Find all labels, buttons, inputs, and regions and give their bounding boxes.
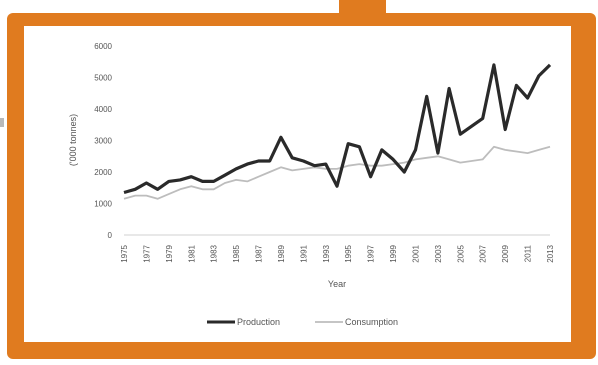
y-tick-label: 0 [108, 231, 113, 240]
y-tick-label: 6000 [94, 42, 112, 51]
y-tick-label: 1000 [94, 200, 112, 209]
x-tick-label: 1997 [367, 244, 376, 262]
x-tick-label: 2011 [524, 244, 533, 262]
x-tick-label: 2005 [456, 244, 465, 262]
y-tick-label: 5000 [94, 74, 112, 83]
legend-label-production: Production [237, 317, 280, 327]
x-tick-label: 1999 [389, 244, 398, 262]
x-tick-label: 1991 [299, 244, 308, 262]
x-tick-label: 2007 [479, 244, 488, 262]
x-tick-label: 2013 [546, 244, 555, 262]
x-tick-label: 1993 [322, 244, 331, 262]
x-tick-label: 1989 [277, 244, 286, 262]
y-tick-label: 4000 [94, 105, 112, 114]
x-tick-label: 1981 [187, 244, 196, 262]
x-axis: 1975 1977 1979 1981 1983 1985 1987 1989 1991 1993… [120, 234, 555, 263]
series-group [123, 63, 552, 200]
x-tick-label: 1995 [344, 244, 353, 262]
left-edge-mark [0, 118, 4, 127]
x-tick-label: 2009 [501, 244, 510, 262]
y-axis: 0 1000 2000 3000 4000 5000 6000 [94, 42, 112, 240]
series-line-production [123, 63, 552, 195]
x-axis-title: Year [328, 279, 346, 289]
y-tick-label: 2000 [94, 168, 112, 177]
y-tick-label: 3000 [94, 137, 112, 146]
x-tick-label: 1983 [210, 244, 219, 262]
x-tick-label: 2001 [411, 244, 420, 262]
legend: Production Consumption [207, 317, 398, 327]
x-tick-label: 1985 [232, 244, 241, 262]
legend-label-consumption: Consumption [345, 317, 398, 327]
x-tick-label: 1987 [255, 244, 264, 262]
x-tick-label: 1975 [120, 244, 129, 262]
y-axis-title: ('000 tonnes) [68, 114, 78, 166]
series-line-consumption [123, 145, 551, 200]
x-tick-label: 1979 [165, 244, 174, 262]
chart-panel [24, 26, 571, 342]
x-tick-label: 2003 [434, 244, 443, 262]
x-tick-label: 1977 [142, 244, 151, 262]
